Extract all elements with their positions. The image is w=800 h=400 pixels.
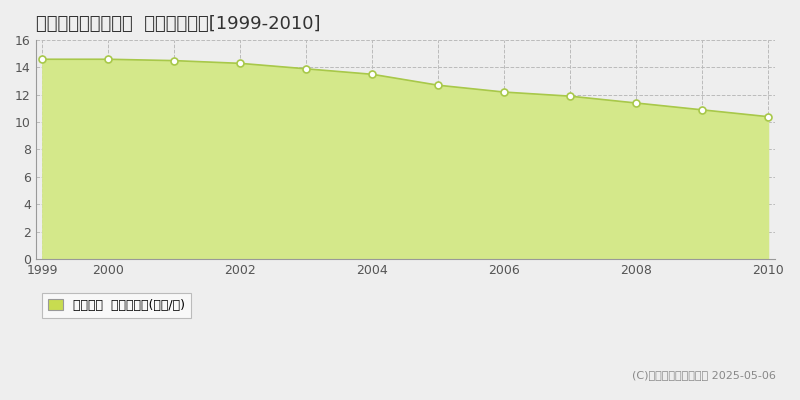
Point (762, 114, 774, 120)
Point (234, 60, 246, 66)
Point (432, 82, 445, 88)
Point (498, 89, 510, 95)
Legend: 公示地価  平均坪単価(万円/坪): 公示地価 平均坪単価(万円/坪) (42, 293, 191, 318)
Text: (C)土地価格ドットコム 2025-05-06: (C)土地価格ドットコム 2025-05-06 (632, 370, 776, 380)
Point (366, 71, 378, 78)
Point (696, 107, 709, 113)
Point (102, 56, 114, 62)
Point (564, 93, 577, 99)
Point (300, 66, 313, 72)
Point (36, 56, 49, 62)
Point (630, 100, 642, 106)
Point (168, 58, 181, 64)
Text: いわき市平赤井比良  公示地価推移[1999-2010]: いわき市平赤井比良 公示地価推移[1999-2010] (36, 15, 320, 33)
